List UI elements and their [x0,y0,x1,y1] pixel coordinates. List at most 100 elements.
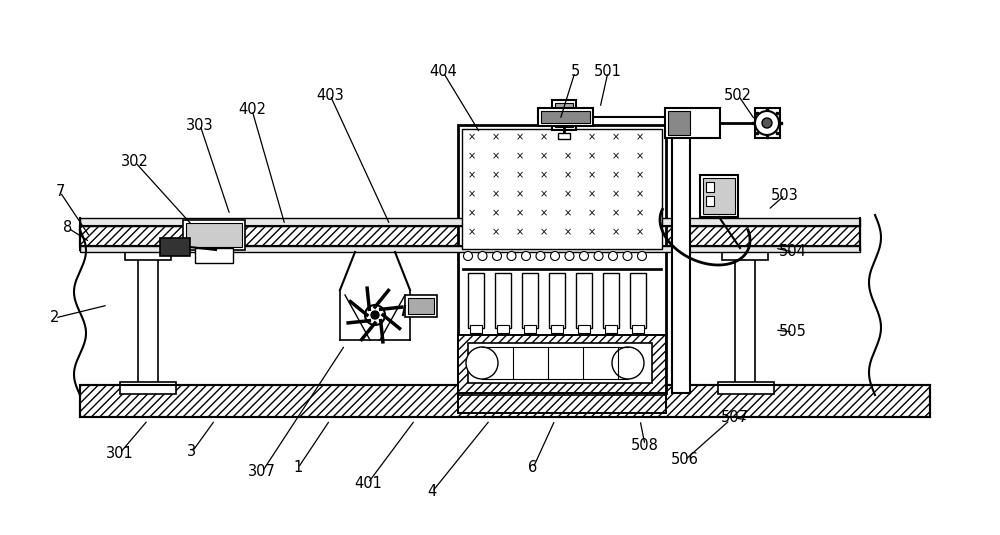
Bar [706,182,714,192]
Circle shape [608,251,618,261]
Circle shape [565,251,574,261]
Bar [665,108,720,138]
Bar [80,246,860,252]
Bar [630,273,646,328]
Text: 301: 301 [106,446,134,461]
Bar [755,108,780,138]
Text: 403: 403 [316,88,344,103]
Text: ×: × [468,208,476,218]
Bar [470,325,482,333]
Bar [558,133,570,139]
Text: ×: × [564,227,572,237]
Circle shape [365,305,385,325]
Text: ×: × [516,227,524,237]
Circle shape [612,347,644,379]
Bar [718,382,774,394]
Text: ×: × [588,227,596,237]
Bar [522,273,538,328]
Text: 502: 502 [724,88,752,103]
Bar [668,111,690,135]
Bar [80,226,860,246]
Bar [706,196,714,206]
Text: 8: 8 [63,220,73,235]
Circle shape [536,251,545,261]
Text: 508: 508 [631,438,659,453]
Text: ×: × [516,132,524,142]
Text: ×: × [588,151,596,161]
Bar [405,295,437,317]
Text: ×: × [468,151,476,161]
Text: ×: × [636,227,644,237]
Bar [160,238,190,256]
Text: ×: × [516,170,524,180]
Bar [578,325,590,333]
Text: ×: × [636,189,644,199]
Text: ×: × [540,151,548,161]
Text: ×: × [588,208,596,218]
Text: 3: 3 [187,445,197,460]
Bar [125,250,171,260]
Circle shape [638,251,646,261]
Bar [555,103,573,127]
Text: ×: × [492,227,500,237]
Circle shape [755,111,779,135]
Bar [700,175,738,217]
Circle shape [466,347,498,379]
Text: 303: 303 [186,118,214,133]
Text: ×: × [564,132,572,142]
Circle shape [464,251,473,261]
Text: 505: 505 [779,325,807,340]
Text: ×: × [564,170,572,180]
Circle shape [507,251,516,261]
Text: ×: × [564,208,572,218]
Text: ×: × [540,132,548,142]
Bar [80,385,930,417]
Bar [605,325,617,333]
Bar [549,273,565,328]
Text: ×: × [612,227,620,237]
Text: 2: 2 [50,310,60,325]
Text: ×: × [612,189,620,199]
Bar [458,335,666,395]
Text: 5: 5 [570,65,580,80]
Text: ×: × [540,189,548,199]
Text: ×: × [612,132,620,142]
Bar [722,250,768,260]
Text: ×: × [492,170,500,180]
Text: ×: × [588,189,596,199]
Bar [468,343,652,383]
Text: ×: × [636,132,644,142]
Bar [672,125,690,393]
Text: ×: × [492,151,500,161]
Bar [120,382,176,394]
Text: ×: × [468,189,476,199]
Text: 402: 402 [238,103,266,118]
Text: 6: 6 [528,461,538,476]
Circle shape [492,251,502,261]
Bar [408,298,434,314]
Bar [195,248,233,263]
Bar [632,325,644,333]
Bar [80,226,860,246]
Text: 302: 302 [121,155,149,170]
Bar [538,108,593,126]
Bar [80,218,860,226]
Text: ×: × [468,227,476,237]
Text: 7: 7 [55,185,65,200]
Circle shape [594,251,603,261]
Circle shape [580,251,588,261]
Text: ×: × [540,208,548,218]
Bar [495,273,511,328]
Text: ×: × [564,151,572,161]
Text: ×: × [492,132,500,142]
Text: 507: 507 [721,410,749,425]
Bar [541,111,590,123]
Circle shape [623,251,632,261]
Text: 504: 504 [779,244,807,259]
Text: ×: × [636,151,644,161]
Bar [462,268,662,270]
Text: ×: × [612,151,620,161]
Text: ×: × [612,208,620,218]
Text: ×: × [516,208,524,218]
Text: ×: × [540,170,548,180]
